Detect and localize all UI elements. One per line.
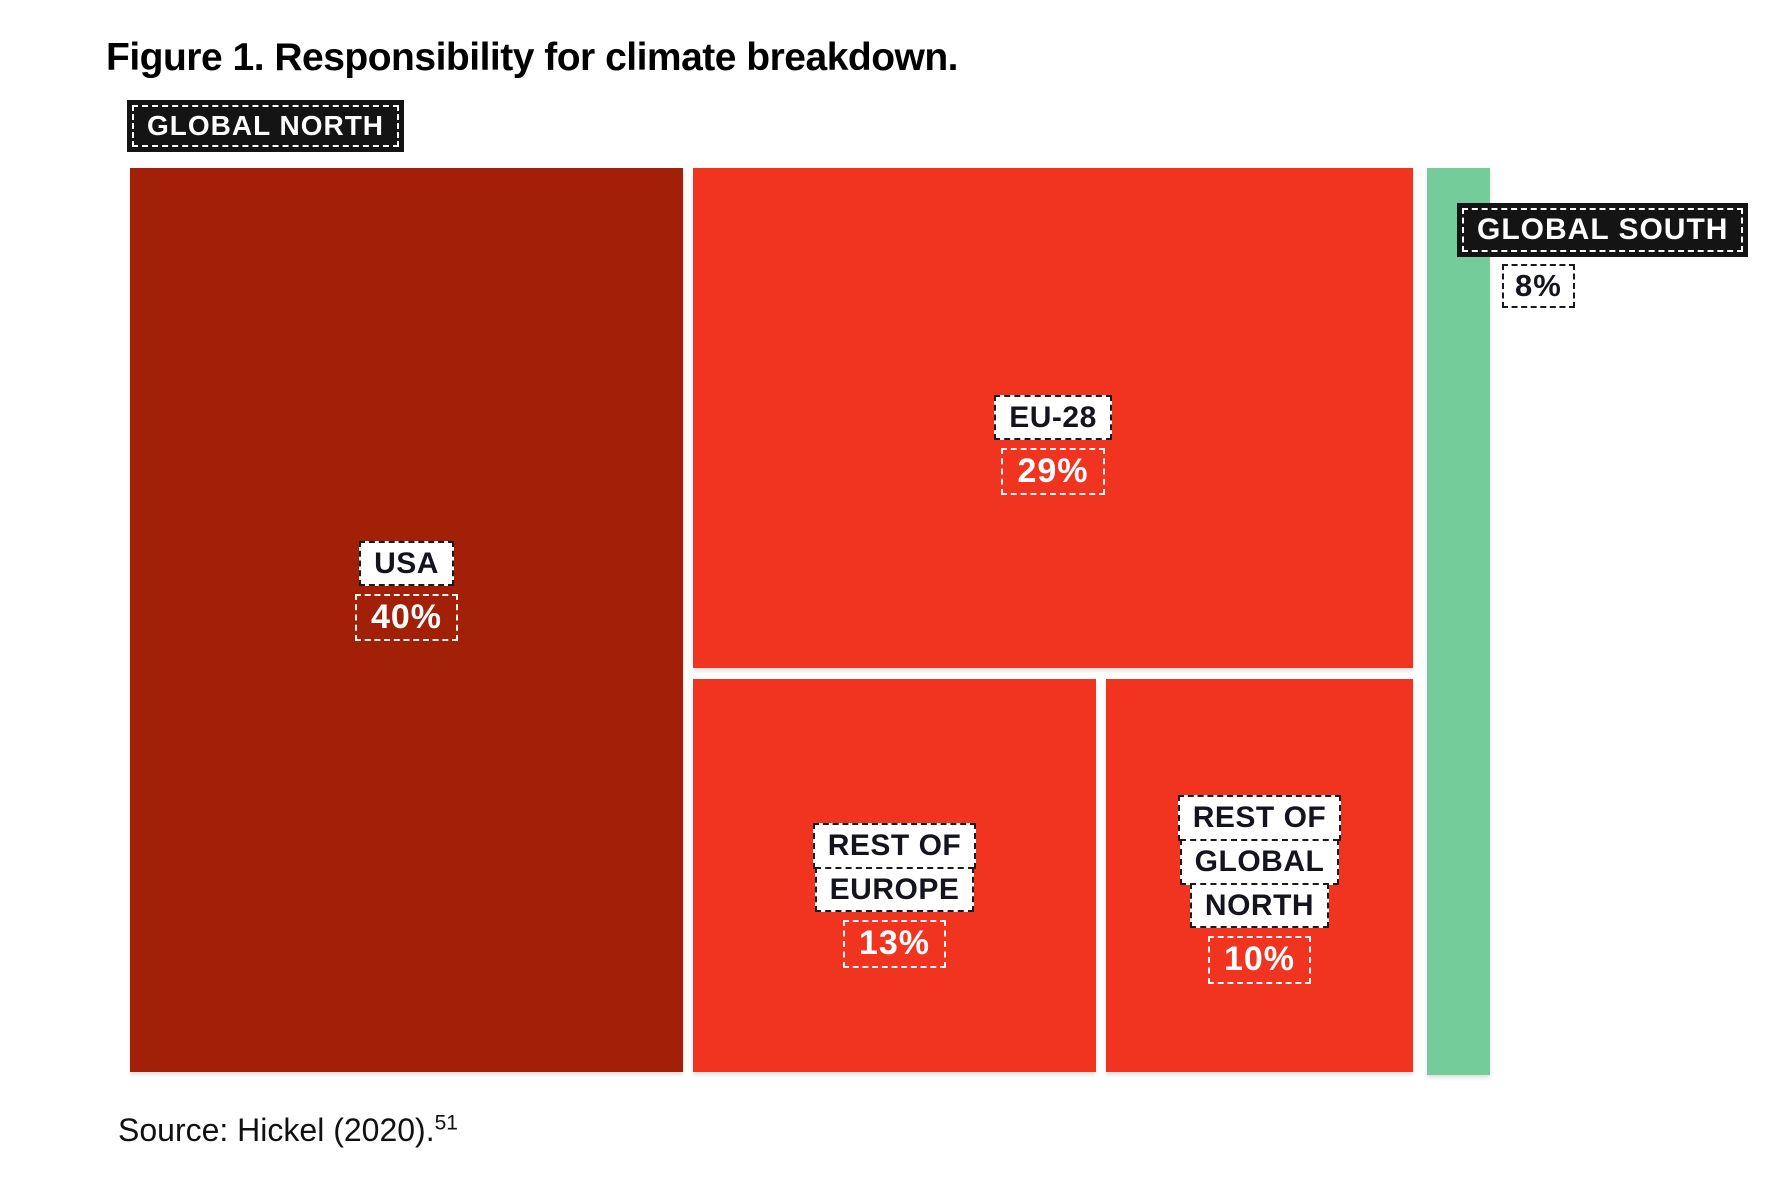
global-south-badge: GLOBAL SOUTH	[1457, 203, 1749, 257]
eu28-tile-content: EU-28 29%	[693, 195, 1413, 695]
treemap-tile-usa: USA 40%	[130, 168, 683, 1072]
global-south-badge-label: GLOBAL SOUTH	[1477, 213, 1729, 246]
treemap-tile-eu28: EU-28 29%	[693, 168, 1413, 668]
usa-value: 40%	[354, 594, 459, 642]
global-north-badge: GLOBAL NORTH	[127, 100, 405, 152]
figure-title: Figure 1. Responsibility for climate bre…	[106, 36, 959, 79]
rest-of-global-north-label-line-1: REST OF	[1177, 795, 1342, 841]
rest-of-europe-label-line-1: REST OF	[812, 823, 977, 869]
treemap-tile-rest-of-global-north: REST OF GLOBAL NORTH 10%	[1106, 679, 1413, 1072]
source-footnote-marker: 51	[434, 1111, 458, 1135]
global-north-badge-label: GLOBAL NORTH	[147, 110, 385, 141]
global-south-value: 8%	[1502, 264, 1575, 309]
rest-of-global-north-label-line-3: NORTH	[1189, 882, 1330, 929]
eu28-label: EU-28	[994, 394, 1112, 441]
rest-of-europe-tile-content: REST OF EUROPE 13%	[693, 699, 1096, 1092]
source-text: Source: Hickel (2020).	[118, 1112, 435, 1148]
rest-of-europe-label-line-2: EUROPE	[814, 866, 975, 913]
treemap-tile-rest-of-europe: REST OF EUROPE 13%	[693, 679, 1096, 1072]
rest-of-global-north-value: 10%	[1207, 936, 1312, 984]
rest-of-europe-label: REST OF EUROPE	[812, 823, 977, 913]
rest-of-global-north-label: REST OF GLOBAL NORTH	[1177, 795, 1342, 929]
usa-tile-content: USA 40%	[130, 139, 683, 1043]
rest-of-global-north-tile-content: REST OF GLOBAL NORTH 10%	[1106, 693, 1413, 1086]
treemap-tile-global-south	[1427, 168, 1490, 1075]
rest-of-global-north-label-line-2: GLOBAL	[1179, 839, 1340, 885]
usa-label: USA	[359, 540, 454, 587]
source-note: Source: Hickel (2020).51	[118, 1112, 458, 1149]
eu28-value: 29%	[1001, 448, 1105, 496]
rest-of-europe-value: 13%	[842, 920, 947, 968]
